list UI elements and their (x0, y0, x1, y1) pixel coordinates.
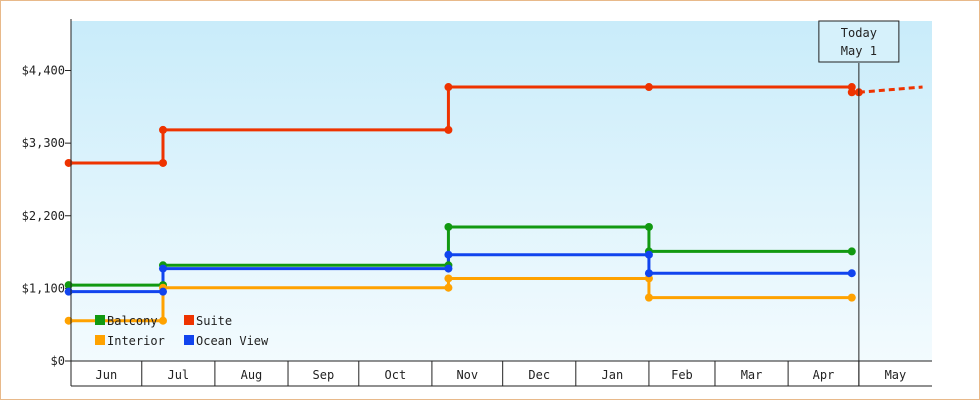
legend-swatch-suite (184, 315, 194, 325)
data-point-suite[interactable] (644, 83, 653, 92)
legend-label-suite: Suite (196, 314, 232, 328)
x-tick-label-nov: Nov (456, 368, 478, 382)
legend-label-ocean-view: Ocean View (196, 334, 269, 348)
x-tick-label-jun: Jun (96, 368, 118, 382)
data-point-interior[interactable] (444, 274, 453, 283)
data-point-ocean-view[interactable] (158, 264, 167, 273)
data-point-interior[interactable] (158, 316, 167, 325)
data-point-balcony[interactable] (847, 247, 856, 256)
legend-label-interior: Interior (107, 334, 165, 348)
data-point-suite[interactable] (158, 158, 167, 167)
plot-background (71, 21, 932, 361)
data-point-suite[interactable] (444, 125, 453, 134)
today-label: Today (841, 26, 877, 40)
x-tick-label-aug: Aug (241, 368, 263, 382)
legend-swatch-balcony (95, 315, 105, 325)
y-tick-label: $1,100 (22, 281, 65, 295)
data-point-ocean-view[interactable] (158, 287, 167, 296)
x-tick-label-oct: Oct (385, 368, 407, 382)
data-point-ocean-view[interactable] (444, 264, 453, 273)
x-tick-label-apr: Apr (813, 368, 835, 382)
data-point-balcony[interactable] (644, 222, 653, 231)
x-tick-label-jan: Jan (602, 368, 624, 382)
y-tick-label: $3,300 (22, 136, 65, 150)
data-point-suite[interactable] (444, 83, 453, 92)
data-point-ocean-view[interactable] (644, 269, 653, 278)
x-tick-label-jul: Jul (167, 368, 189, 382)
data-point-ocean-view[interactable] (444, 250, 453, 259)
today-box (818, 20, 900, 63)
legend-swatch-interior (95, 335, 105, 345)
data-point-ocean-view[interactable] (644, 250, 653, 259)
x-tick-label-may: May (885, 368, 907, 382)
x-tick-label-sep: Sep (313, 368, 335, 382)
data-point-interior[interactable] (847, 293, 856, 302)
x-tick-label-mar: Mar (741, 368, 763, 382)
data-point-ocean-view[interactable] (847, 269, 856, 278)
x-tick-label-feb: Feb (671, 368, 693, 382)
today-date-label: May 1 (841, 44, 877, 58)
legend-label-balcony: Balcony (107, 314, 158, 328)
legend-swatch-ocean-view (184, 335, 194, 345)
series-projection-suite (858, 85, 923, 94)
y-tick-label: $4,400 (22, 64, 65, 78)
data-point-interior[interactable] (644, 293, 653, 302)
data-point-balcony[interactable] (444, 222, 453, 231)
data-point-suite[interactable] (158, 125, 167, 134)
y-tick-label: $0 (51, 354, 65, 368)
data-point-suite[interactable] (847, 88, 856, 97)
data-point-interior[interactable] (444, 283, 453, 292)
y-tick-label: $2,200 (22, 209, 65, 223)
x-tick-label-dec: Dec (528, 368, 550, 382)
